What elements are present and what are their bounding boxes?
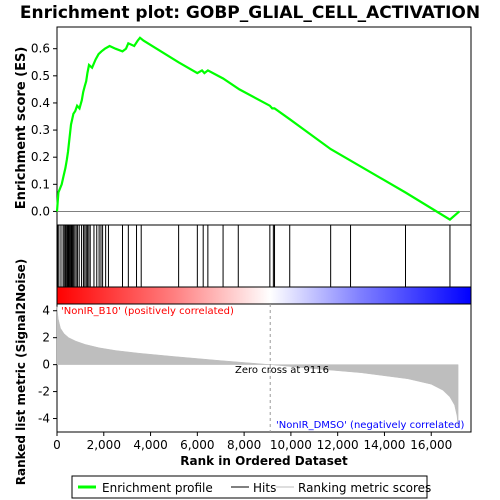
es-ytick-label: 0.2 <box>31 150 50 164</box>
metric-axis-label: Ranked list metric (Signal2Noise) <box>14 259 28 486</box>
metric-ytick-label: 0 <box>42 358 50 372</box>
colorbar-rect <box>57 287 471 304</box>
es-axis-label: Enrichment score (ES) <box>14 47 29 210</box>
metric-ytick-label: -4 <box>38 412 50 426</box>
x-tick-label: 16,000 <box>410 438 452 452</box>
x-tick-label: 0 <box>53 438 61 452</box>
es-ytick-label: 0.6 <box>31 42 50 56</box>
metric-ytick-label: -2 <box>38 385 50 399</box>
x-tick-label: 14,000 <box>363 438 405 452</box>
legend-label-enrichment-profile: Enrichment profile <box>102 481 213 495</box>
legend-label-ranking-metric: Ranking metric scores <box>298 481 431 495</box>
x-tick-label: 2,000 <box>87 438 121 452</box>
hits-frame <box>57 225 471 287</box>
es-ytick-label: 0.0 <box>31 204 50 218</box>
x-tick-label: 4,000 <box>133 438 167 452</box>
negative-class-label: 'NonIR_DMSO' (negatively correlated) <box>276 420 464 431</box>
es-ytick-label: 0.1 <box>31 177 50 191</box>
es-ytick-label: 0.5 <box>31 69 50 83</box>
x-axis: 0 2,000 4,000 6,000 8,000 10,000 12,000 14,000 1… <box>53 432 452 452</box>
es-ytick-label: 0.3 <box>31 123 50 137</box>
metric-ytick-label: 4 <box>42 304 50 318</box>
zero-cross-label: Zero cross at 9116 <box>235 365 329 376</box>
x-tick-label: 6,000 <box>180 438 214 452</box>
es-panel: 0.0 0.1 0.2 0.3 0.4 0.5 0.6 <box>31 27 471 225</box>
x-tick-label: 12,000 <box>317 438 359 452</box>
x-tick-label: 8,000 <box>227 438 261 452</box>
x-axis-label: Rank in Ordered Dataset <box>180 454 348 468</box>
es-ytick-label: 0.4 <box>31 96 50 110</box>
chart-title: Enrichment plot: GOBP_GLIAL_CELL_ACTIVAT… <box>20 3 480 23</box>
metric-ytick-label: 2 <box>42 331 50 345</box>
legend-label-hits: Hits <box>253 481 276 495</box>
legend: Enrichment profile Hits Ranking metric s… <box>72 476 431 498</box>
x-tick-label: 10,000 <box>270 438 312 452</box>
hits-panel <box>57 225 471 287</box>
rank-color-bar <box>57 287 471 304</box>
positive-class-label: 'NonIR_B10' (positively correlated) <box>61 306 234 317</box>
